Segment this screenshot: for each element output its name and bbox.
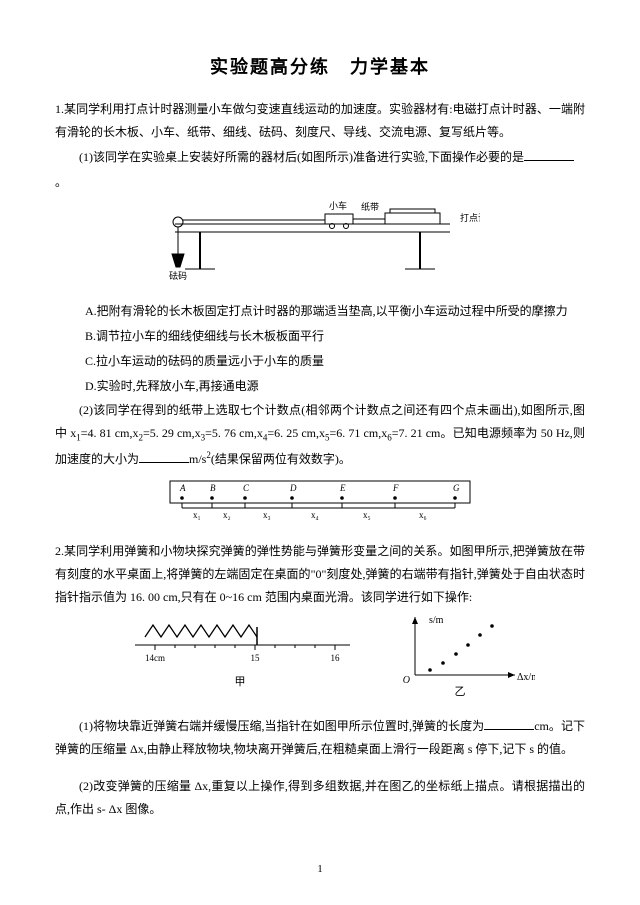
- timer-label: 打点计时器: [460, 212, 480, 223]
- svg-text:x₂: x₂: [223, 510, 231, 520]
- q1-sub2: (2)该同学在得到的纸带上选取七个计数点(相邻两个计数点之间还有四个点未画出),…: [55, 399, 585, 470]
- cart-label: 小车: [329, 200, 347, 211]
- svg-text:x₁: x₁: [193, 510, 201, 520]
- blank: [139, 449, 189, 463]
- q1-optD: D.实验时,先释放小车,再接通电源: [55, 375, 585, 398]
- svg-text:E: E: [339, 483, 346, 493]
- t: (1)将物块靠近弹簧右端并缓慢压缩,当指针在如图甲所示位置时,弹簧的长度为: [79, 719, 484, 733]
- svg-text:C: C: [243, 483, 250, 493]
- q1-optC: C.拉小车运动的砝码的质量远小于小车的质量: [55, 350, 585, 373]
- q2-sub2: (2)改变弹簧的压缩量 Δx,重复以上操作,得到多组数据,并在图乙的坐标纸上描点…: [55, 775, 585, 821]
- q2-figure: 14cm 15 16 甲 O s/m Δx/m 乙: [55, 615, 585, 708]
- t: =6. 25 cm,x: [267, 426, 325, 440]
- q1-intro: 1.某同学利用打点计时器测量小车做匀变速直线运动的加速度。实验器材有:电磁打点计…: [55, 98, 585, 144]
- svg-text:x₅: x₅: [363, 510, 371, 520]
- q1-optB: B.调节拉小车的细线使细线与长木板板面平行: [55, 325, 585, 348]
- svg-text:14cm: 14cm: [145, 653, 165, 663]
- svg-text:B: B: [210, 483, 216, 493]
- q2-intro: 2.某同学利用弹簧和小物块探究弹簧的弹性势能与弹簧形变量之间的关系。如图甲所示,…: [55, 540, 585, 608]
- q2-sub1: (1)将物块靠近弹簧右端并缓慢压缩,当指针在如图甲所示位置时,弹簧的长度为cm。…: [55, 715, 585, 761]
- blank: [484, 716, 534, 730]
- svg-text:15: 15: [251, 653, 261, 663]
- blank: [524, 147, 574, 161]
- q2-num: 2.: [55, 544, 64, 558]
- t: m/s: [189, 452, 206, 466]
- svg-text:x₄: x₄: [311, 510, 319, 520]
- svg-text:x₃: x₃: [263, 510, 271, 520]
- q2-intro-text: 某同学利用弹簧和小物块探究弹簧的弹性势能与弹簧形变量之间的关系。如图甲所示,把弹…: [55, 544, 585, 604]
- q1-sub1-text: (1)该同学在实验桌上安装好所需的器材后(如图所示)准备进行实验,下面操作必要的…: [79, 150, 524, 164]
- page-title: 实验题高分练 力学基本: [55, 50, 585, 84]
- t: (结果保留两位有效数字)。: [211, 452, 351, 466]
- svg-text:F: F: [392, 483, 399, 493]
- svg-text:16: 16: [331, 653, 341, 663]
- q1-figure1: 砝码 小车 纸带 打点计时器: [55, 199, 585, 292]
- tape-label: 纸带: [361, 201, 379, 212]
- t: =4. 81 cm,x: [81, 426, 139, 440]
- t: =5. 76 cm,x: [205, 426, 263, 440]
- page-number: 1: [0, 859, 640, 880]
- q1-optA: A.把附有滑轮的长木板固定打点计时器的那端适当垫高,以平衡小车运动过程中所受的摩…: [55, 300, 585, 323]
- svg-text:s/m: s/m: [429, 615, 444, 626]
- q1-num: 1.: [55, 102, 64, 116]
- svg-text:D: D: [289, 483, 297, 493]
- t: =5. 29 cm,x: [143, 426, 201, 440]
- q1-intro-text: 某同学利用打点计时器测量小车做匀变速直线运动的加速度。实验器材有:电磁打点计时器…: [55, 102, 585, 139]
- svg-text:O: O: [403, 675, 410, 686]
- svg-text:乙: 乙: [455, 685, 466, 698]
- svg-text:G: G: [453, 483, 460, 493]
- svg-text:A: A: [179, 483, 186, 493]
- svg-text:甲: 甲: [235, 676, 246, 688]
- svg-text:x₆: x₆: [419, 510, 427, 520]
- q1-sub1-end: 。: [55, 171, 585, 194]
- weight-label: 砝码: [169, 270, 187, 281]
- q1-sub1: (1)该同学在实验桌上安装好所需的器材后(如图所示)准备进行实验,下面操作必要的…: [55, 146, 585, 169]
- t: =6. 71 cm,x: [330, 426, 388, 440]
- svg-text:Δx/m: Δx/m: [517, 672, 535, 683]
- q1-figure2: A B C D E F G x₁ x₂ x₃ x₄ x₅ x₆: [55, 476, 585, 532]
